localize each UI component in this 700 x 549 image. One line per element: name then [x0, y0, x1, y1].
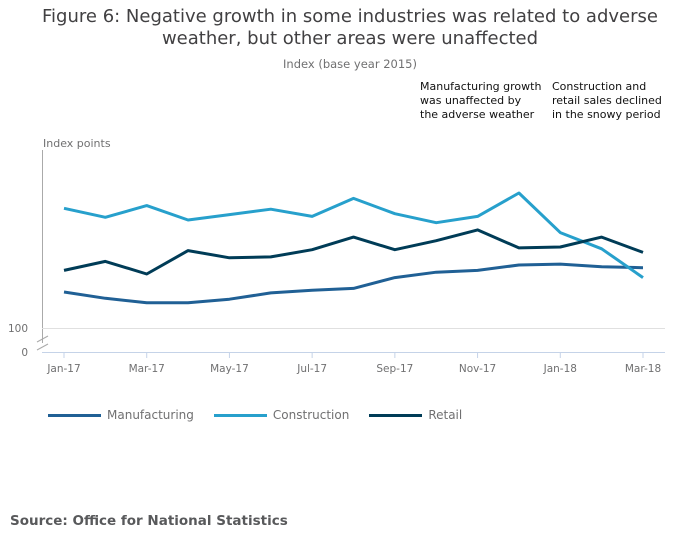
legend-item-manufacturing[interactable]: Manufacturing — [48, 408, 194, 422]
series-line-manufacturing — [63, 262, 644, 305]
legend-swatch — [48, 413, 101, 417]
axis-break-mark — [36, 343, 49, 351]
annotation-line: was unaffected by — [420, 94, 522, 107]
title-line-2: weather, but other areas were unaffected — [161, 28, 539, 49]
annotation-line: retail sales declined — [552, 94, 662, 107]
annotation-construction-retail: Construction and retail sales declined i… — [552, 80, 662, 122]
annotation-line: Construction and — [552, 80, 647, 93]
legend: Manufacturing Construction Retail — [48, 408, 462, 422]
x-tick-label: May-17 — [210, 363, 249, 375]
x-tick-label: Nov-17 — [459, 363, 496, 375]
legend-label: Manufacturing — [107, 408, 194, 422]
x-tick-label: Jan-17 — [46, 363, 80, 375]
legend-item-retail[interactable]: Retail — [369, 408, 462, 422]
chart-title: Figure 6: Negative growth in some indust… — [40, 6, 660, 50]
x-tick-label: Jan-18 — [543, 363, 577, 375]
axis-break-mark — [36, 335, 49, 343]
x-tick-label: Mar-18 — [625, 363, 661, 375]
annotation-line: the adverse weather — [420, 108, 535, 121]
annotation-line: Manufacturing growth — [420, 80, 542, 93]
plot-area: Index points 100 0 Jan-17 Mar-17 May-17 Jul… — [8, 137, 665, 375]
series-line-construction — [63, 191, 644, 279]
legend-item-construction[interactable]: Construction — [213, 408, 350, 422]
annotation-line: in the snowy period — [552, 108, 661, 121]
annotation-manufacturing: Manufacturing growth was unaffected by t… — [420, 80, 541, 122]
y-axis-label: Index points — [43, 137, 111, 150]
y-tick-100: 100 — [8, 323, 28, 335]
source-note: Source: Office for National Statistics — [10, 513, 288, 529]
legend-swatch — [369, 413, 423, 417]
y-tick-0: 0 — [21, 347, 28, 359]
x-tick-label: Sep-17 — [376, 363, 413, 375]
legend-label: Retail — [428, 408, 463, 422]
legend-label: Construction — [272, 408, 350, 422]
x-tick-label: Jul-17 — [296, 363, 327, 375]
legend-swatch — [213, 413, 267, 417]
title-line-1: Figure 6: Negative growth in some indust… — [42, 6, 658, 27]
series-line-retail — [63, 228, 644, 276]
chart-subtitle: Index (base year 2015) — [283, 57, 417, 71]
x-tick-label: Mar-17 — [129, 363, 165, 375]
